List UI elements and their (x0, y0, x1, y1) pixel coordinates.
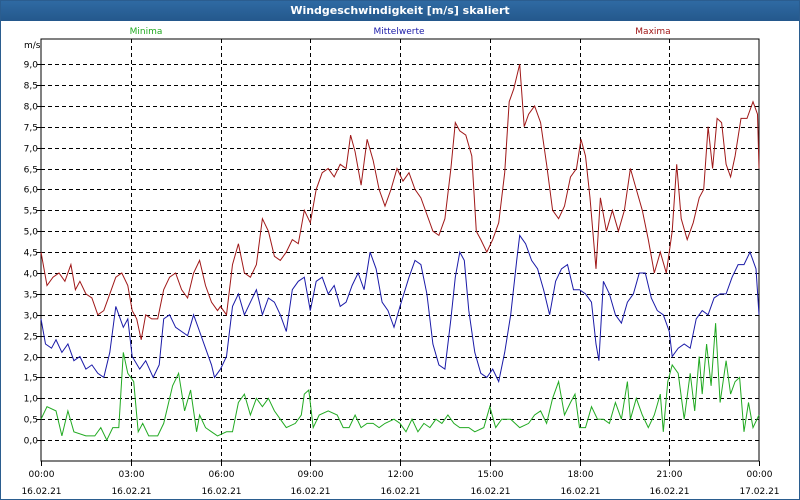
x-tick-date: 16.02.21 (470, 487, 510, 497)
x-tick-time: 00:00 (29, 470, 55, 480)
legend: Minima Mittelwerte Maxima (130, 27, 671, 37)
x-tick-time: 21:00 (657, 470, 683, 480)
y-tick-label: 0,0 (24, 437, 39, 447)
x-tick-time: 12:00 (388, 470, 414, 480)
y-axis-label: m/s (24, 41, 41, 51)
y-tick-label: 8,0 (24, 103, 39, 113)
y-tick-label: 5,5 (24, 207, 38, 217)
legend-mittelwerte: Mittelwerte (373, 27, 424, 37)
x-tick-time: 09:00 (298, 470, 324, 480)
wind-speed-chart: m/s 0,0 0,5 1,0 1,5 2,0 2,5 3,0 3,5 4,0 4,5 5,0 5,5… (21, 27, 779, 497)
y-tick-label: 3,5 (24, 291, 38, 301)
x-tick-time: 18:00 (568, 470, 594, 480)
y-tick-label: 0,5 (24, 416, 38, 426)
y-tick-label: 7,5 (24, 124, 38, 134)
x-tick-date: 16.02.21 (201, 487, 241, 497)
legend-minima: Minima (130, 27, 163, 37)
x-tick-date: 16.02.21 (290, 487, 330, 497)
y-tick-label: 1,0 (24, 395, 39, 405)
y-tick-label: 2,0 (24, 354, 39, 364)
y-tick-label: 5,0 (24, 228, 39, 238)
x-tick-date: 16.02.21 (649, 487, 689, 497)
x-tick-time: 06:00 (209, 470, 235, 480)
maxima-line (40, 63, 760, 340)
window-title: Windgeschwindigkeit [m/s] skaliert (1, 1, 799, 21)
x-tick-date: 16.02.21 (111, 487, 151, 497)
legend-maxima: Maxima (635, 27, 670, 37)
series (40, 63, 760, 442)
y-tick-label: 2,5 (24, 333, 38, 343)
grid (40, 38, 760, 462)
x-tick-time: 03:00 (119, 470, 145, 480)
y-tick-label: 8,5 (24, 82, 38, 92)
x-tick-date: 17.02.21 (739, 487, 779, 497)
minima-line (40, 323, 760, 442)
y-tick-label: 6,0 (24, 186, 39, 196)
x-tick-date: 16.02.21 (560, 487, 600, 497)
y-tick-label: 4,0 (24, 270, 39, 280)
axes: m/s 0,0 0,5 1,0 1,5 2,0 2,5 3,0 3,5 4,0 4,5 5,0 5,5… (21, 41, 779, 497)
x-tick-date: 16.02.21 (21, 487, 61, 497)
x-tick-date: 16.02.21 (380, 487, 420, 497)
y-tick-label: 3,0 (24, 312, 39, 322)
y-tick-label: 9,0 (24, 61, 39, 71)
mittelwerte-line (40, 234, 760, 384)
x-tick-time: 15:00 (478, 470, 504, 480)
x-tick-time: 00:00 (747, 470, 773, 480)
y-tick-label: 4,5 (24, 249, 38, 259)
y-tick-label: 1,5 (24, 374, 38, 384)
y-tick-label: 7,0 (24, 145, 39, 155)
y-tick-label: 6,5 (24, 166, 38, 176)
